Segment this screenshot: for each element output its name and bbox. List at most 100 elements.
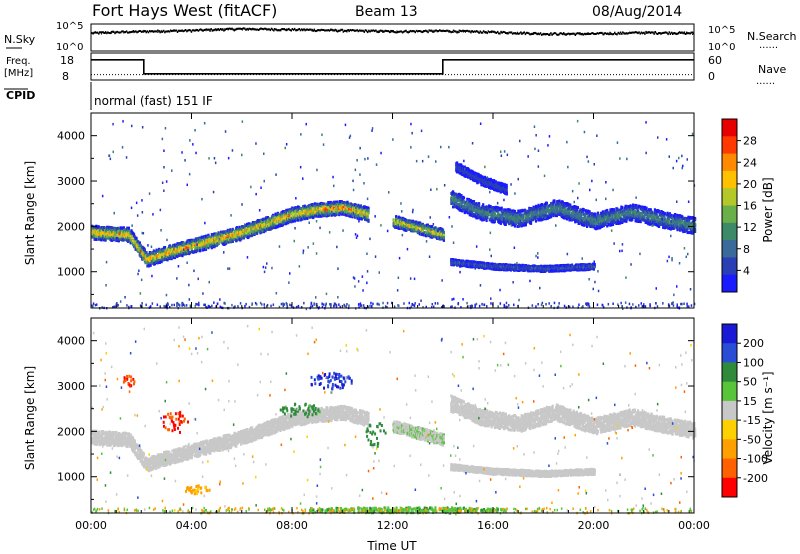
nsky-point [431, 30, 434, 33]
nsky-point [427, 31, 429, 34]
nsearch-point [633, 31, 635, 33]
nsky-point [338, 29, 340, 32]
range-cell [218, 240, 221, 244]
range-cell [250, 229, 253, 233]
nsearch-point [497, 31, 498, 33]
nsearch-point [169, 31, 171, 33]
nsearch-point [183, 30, 185, 32]
nsky-point [220, 28, 223, 31]
nsky-point [620, 32, 623, 35]
nsky-point [592, 32, 594, 35]
nsearch-point [541, 34, 543, 36]
range-cell [143, 248, 146, 252]
range-cell [127, 226, 130, 230]
nsearch-point [420, 31, 422, 33]
nsky-point [296, 29, 298, 32]
range-cell [194, 245, 197, 249]
nsky-point [303, 28, 305, 31]
range-cell [195, 238, 198, 242]
nsearch-point [376, 30, 378, 32]
nsky-point [358, 29, 361, 32]
range-cell [174, 245, 177, 249]
nsearch-point [605, 33, 607, 34]
range-cell [151, 254, 154, 258]
nsky-point [204, 28, 207, 31]
range-cell [154, 250, 157, 254]
nsearch-point [288, 28, 289, 30]
nsearch-point [569, 34, 571, 36]
nsearch-point [171, 31, 173, 33]
range-cell [235, 226, 239, 229]
nsky-point [242, 27, 245, 30]
nsearch-point [623, 33, 625, 35]
range-cell [196, 249, 199, 253]
nsky-point [480, 31, 483, 34]
nsearch-point [249, 28, 251, 29]
nsearch-point [577, 33, 579, 34]
nsky-point [320, 28, 323, 31]
nsky-point [139, 30, 142, 33]
nsky-point [210, 28, 212, 31]
range-cell [213, 232, 216, 236]
nsky-point [328, 29, 331, 32]
nsky-point [659, 32, 661, 34]
nsearch-point [501, 32, 502, 34]
range-cell [92, 231, 95, 235]
nsearch-point [621, 33, 623, 35]
range-cell [183, 243, 186, 247]
nsearch-point [131, 31, 133, 32]
noise-strip-frame [90, 23, 695, 52]
range-cell [189, 241, 192, 245]
nsearch-point [189, 30, 191, 32]
nsky-point [604, 32, 607, 35]
nsky-point [385, 29, 387, 32]
nsky-point [167, 30, 169, 33]
nsearch-point [619, 33, 621, 35]
nsky-point [350, 29, 353, 32]
nsky-point [277, 29, 280, 32]
range-cell [486, 216, 489, 219]
nsky-point [309, 28, 311, 31]
nsky-point [377, 31, 379, 34]
nsearch-point [253, 28, 255, 30]
nsearch-point [424, 29, 426, 31]
range-cell [222, 234, 225, 238]
nsearch-point [304, 28, 306, 30]
nsky-point [146, 30, 149, 33]
nsearch-point [683, 33, 685, 35]
freq-label: Freq. [6, 56, 31, 67]
range-cell [213, 240, 216, 244]
nsky-point [612, 33, 615, 36]
nsearch-point [382, 29, 384, 31]
range-cell [204, 247, 208, 251]
nsky-point [511, 32, 514, 35]
nsky-point [564, 33, 566, 36]
nsearch-point [503, 31, 504, 33]
nsearch-point [320, 29, 322, 31]
nsky-point [459, 29, 462, 32]
nsearch-point [478, 32, 480, 33]
nsky-point [626, 32, 629, 35]
nsky-point [123, 31, 125, 34]
nsearch-point [482, 31, 484, 32]
nsearch-point [350, 29, 352, 31]
nsky-point [514, 32, 516, 35]
nsky-point [542, 33, 544, 36]
range-cell [111, 226, 114, 230]
nsky-point [638, 31, 640, 34]
nsky-point [101, 31, 103, 34]
nsky-point [154, 30, 157, 33]
nsky-point [100, 31, 102, 34]
nsky-point [233, 29, 236, 32]
nsky-point [632, 31, 634, 34]
nsky-point [401, 31, 404, 34]
nsky-point [110, 30, 113, 33]
nsky-point [528, 32, 530, 35]
range-cell [245, 230, 248, 234]
nsearch-point [328, 29, 330, 31]
range-cell [253, 229, 256, 233]
nsky-point [276, 29, 278, 32]
range-cell [175, 249, 178, 253]
nsky-point [601, 31, 603, 34]
nsky-point [618, 32, 621, 35]
